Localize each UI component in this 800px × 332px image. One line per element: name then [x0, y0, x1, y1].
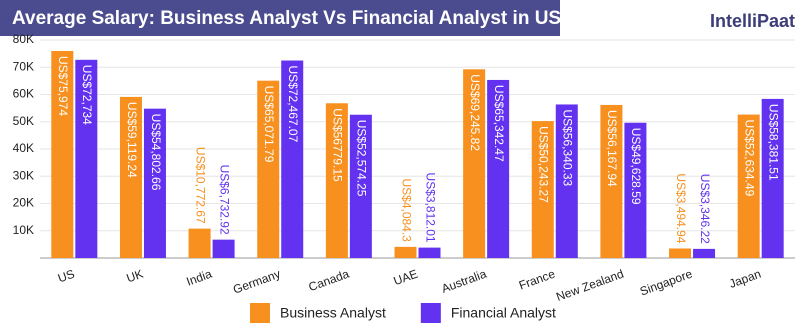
y-tick-label: 10K: [13, 223, 34, 237]
value-label: US$50,243.27: [537, 126, 551, 203]
x-tick-label: Canada: [307, 267, 352, 295]
value-label: US$52,634.49: [743, 120, 757, 197]
bar: [212, 239, 235, 258]
bar: [600, 104, 623, 259]
legend-swatch: [250, 303, 270, 323]
x-tick-label: Singapore: [638, 267, 695, 299]
title-banner: [0, 0, 560, 36]
bar: [693, 248, 716, 258]
bar: [75, 59, 98, 258]
y-tick-label: 60K: [13, 87, 34, 101]
value-label: US$49,628.59: [629, 128, 643, 205]
value-label: US$56779.15: [331, 108, 345, 182]
value-label: US$3,346.22: [698, 174, 712, 244]
x-tick-label: New Zealand: [554, 267, 625, 304]
value-label: US$56,340.33: [561, 109, 575, 186]
x-tick-label: UAE: [392, 267, 420, 289]
bar: [669, 248, 692, 258]
x-tick-label: India: [184, 267, 214, 289]
bar: [281, 60, 304, 258]
bar: [624, 122, 647, 259]
y-tick-label: 70K: [13, 59, 34, 73]
value-label: US$6,732.92: [217, 165, 231, 235]
bar: [531, 121, 554, 258]
value-label: US$4,084.3: [399, 178, 413, 242]
value-label: US$3,812.01: [423, 173, 437, 243]
bar: [119, 96, 142, 258]
value-label: US$72,467.07: [286, 66, 300, 143]
legend-label: Financial Analyst: [451, 305, 556, 321]
bar: [761, 98, 784, 258]
y-tick-label: 40K: [13, 141, 34, 155]
bar: [51, 50, 74, 258]
value-label: US$56,167.94: [605, 110, 619, 187]
value-label: US$10,772.67: [193, 147, 207, 224]
bar: [487, 79, 510, 258]
bar: [394, 246, 417, 258]
bar: [325, 103, 348, 258]
logo: IntelliPaat: [710, 11, 795, 31]
x-tick-label: Australia: [440, 267, 489, 296]
y-tick-label: 20K: [13, 196, 34, 210]
x-tick-label: UK: [125, 267, 145, 286]
x-tick-label: Germany: [231, 267, 282, 297]
bar: [555, 104, 578, 259]
bar: [737, 114, 760, 258]
value-label: US$52,574.25: [355, 120, 369, 197]
value-label: US$75,974: [56, 56, 70, 116]
value-label: US$59,119.24: [125, 102, 139, 178]
value-label: US$54,802.66: [149, 114, 163, 191]
x-tick-label: Japan: [727, 267, 763, 291]
x-tick-label: France: [517, 267, 557, 293]
value-label: US$58,381.51: [767, 104, 781, 181]
bar: [418, 247, 441, 258]
bar: [188, 228, 211, 258]
value-label: US$3,494.94: [674, 173, 688, 243]
legend-swatch: [420, 303, 441, 323]
y-tick-label: 80K: [13, 32, 34, 46]
value-label: US$69,245.82: [468, 74, 482, 151]
y-tick-label: 30K: [13, 168, 34, 182]
legend-label: Business Analyst: [280, 305, 386, 321]
value-label: US$65,071.79: [262, 86, 276, 163]
bar: [143, 108, 166, 258]
bar: [349, 114, 372, 258]
bar: [463, 69, 486, 258]
value-label: US$72,734: [80, 65, 94, 125]
y-tick-label: 50K: [13, 114, 34, 128]
x-tick-label: US: [56, 267, 76, 286]
bar: [257, 80, 280, 258]
value-label: US$65,342.47: [492, 85, 506, 162]
chart-title: Average Salary: Business Analyst Vs Fina…: [12, 8, 572, 29]
